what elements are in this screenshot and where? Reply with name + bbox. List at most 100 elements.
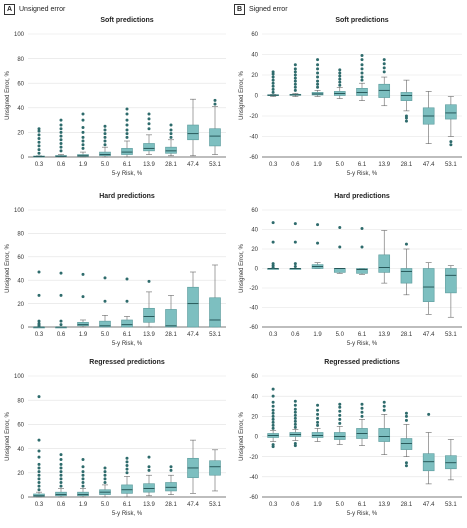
- outlier-point: [37, 151, 41, 155]
- x-tick-label: 53.1: [445, 162, 457, 168]
- outlier-point: [37, 438, 41, 442]
- outlier-point: [37, 488, 41, 492]
- outlier-point: [147, 112, 151, 116]
- box: [333, 432, 346, 440]
- outlier-point: [125, 135, 129, 139]
- chart-1: Soft predictions -60 -40 -20 0 20 40 60 Unsigned…: [239, 17, 462, 177]
- outlier-point: [125, 112, 129, 116]
- outlier-point: [293, 70, 297, 74]
- outlier-point: [360, 245, 364, 249]
- y-tick-label: 20: [17, 131, 24, 137]
- outlier-point: [382, 66, 386, 70]
- y-tick-label: 0: [255, 267, 259, 273]
- outlier-point: [293, 76, 297, 80]
- box: [400, 438, 413, 450]
- box: [400, 268, 413, 284]
- x-tick-label: 6.1: [358, 332, 367, 338]
- box: [422, 453, 435, 472]
- x-tick-label: 0.3: [35, 332, 44, 338]
- y-tick-label: -60: [249, 325, 258, 331]
- outlier-point: [103, 466, 107, 470]
- box: [55, 491, 67, 497]
- y-tick-label: 20: [251, 247, 258, 253]
- box: [378, 428, 391, 442]
- box: [333, 268, 346, 273]
- outlier-point: [316, 63, 320, 67]
- y-axis-label: Unsigned Error, %: [5, 70, 11, 119]
- y-tick-label: 60: [251, 32, 258, 38]
- outlier-point: [293, 63, 297, 67]
- outlier-point: [81, 146, 85, 150]
- outlier-point: [316, 223, 320, 227]
- outlier-point: [125, 277, 129, 281]
- chart-title: Hard predictions: [334, 193, 390, 200]
- outlier-point: [271, 72, 275, 76]
- y-tick-label: -20: [249, 114, 258, 120]
- box: [121, 484, 133, 494]
- x-tick-label: 6.1: [123, 502, 132, 508]
- outlier-point: [293, 73, 297, 77]
- chart-3: Hard predictions -60 -40 -20 0 20 40 60 Unsigned…: [239, 193, 462, 347]
- x-tick-label: 5.0: [336, 502, 345, 508]
- outlier-point: [81, 112, 85, 116]
- outlier-point: [37, 473, 41, 477]
- outlier-point: [37, 321, 41, 325]
- outlier-point: [338, 405, 342, 409]
- outlier-point: [59, 319, 63, 323]
- chart-title: Soft predictions: [100, 17, 153, 24]
- x-tick-label: 5.0: [336, 162, 345, 168]
- outlier-point: [338, 77, 342, 81]
- x-tick-label: 28.1: [401, 502, 413, 508]
- x-tick-label: 0.6: [57, 332, 66, 338]
- outlier-point: [125, 299, 129, 303]
- x-tick-label: 28.1: [165, 162, 177, 168]
- box: [209, 460, 221, 476]
- y-axis-label: Unsigned Error, %: [239, 243, 245, 292]
- outlier-point: [338, 71, 342, 75]
- outlier-point: [449, 140, 453, 144]
- y-tick-label: -20: [249, 455, 258, 461]
- x-tick-label: 13.9: [143, 332, 155, 338]
- chart-title: Hard predictions: [99, 193, 155, 200]
- y-tick-label: 60: [251, 208, 258, 214]
- x-tick-label: 13.9: [378, 162, 390, 168]
- outlier-point: [125, 123, 129, 127]
- y-tick-label: -40: [249, 135, 258, 141]
- outlier-point: [81, 295, 85, 299]
- panel-b-header: B Signed error: [234, 4, 288, 15]
- y-axis-label: Unsigned Error, %: [239, 70, 245, 119]
- outlier-point: [37, 140, 41, 144]
- outlier-point: [37, 270, 41, 274]
- box: [378, 254, 391, 273]
- outlier-point: [271, 394, 275, 398]
- outlier-point: [59, 118, 63, 122]
- outlier-point: [382, 58, 386, 62]
- x-tick-label: 13.9: [378, 332, 390, 338]
- x-tick-label: 6.1: [358, 502, 367, 508]
- outlier-point: [293, 240, 297, 244]
- y-tick-label: 80: [17, 57, 24, 63]
- x-tick-label: 13.9: [378, 502, 390, 508]
- outlier-point: [37, 293, 41, 297]
- outlier-point: [37, 484, 41, 488]
- x-tick-label: 0.3: [35, 162, 44, 168]
- outlier-point: [316, 412, 320, 416]
- x-tick-label: 53.1: [445, 332, 457, 338]
- x-tick-label: 0.6: [291, 332, 300, 338]
- outlier-point: [37, 477, 41, 481]
- chart-2: Hard predictions 0 20 40 60 80 100 Unsigned Err…: [5, 193, 226, 347]
- outlier-point: [59, 138, 63, 142]
- outlier-point: [449, 143, 453, 147]
- box: [143, 307, 155, 323]
- outlier-point: [382, 70, 386, 74]
- outlier-point: [103, 276, 107, 280]
- outlier-point: [360, 71, 364, 75]
- y-tick-label: 0: [21, 495, 25, 501]
- box: [445, 455, 457, 470]
- outlier-point: [103, 128, 107, 132]
- outlier-point: [338, 421, 342, 425]
- outlier-point: [271, 90, 275, 94]
- outlier-point: [360, 54, 364, 58]
- x-tick-label: 28.1: [401, 162, 413, 168]
- outlier-point: [316, 420, 320, 424]
